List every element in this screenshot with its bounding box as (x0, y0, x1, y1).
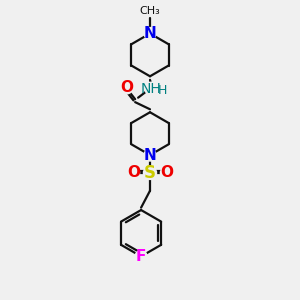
Text: N: N (144, 148, 156, 163)
Circle shape (144, 28, 156, 39)
Text: NH: NH (141, 82, 162, 96)
Text: F: F (136, 249, 146, 264)
Circle shape (128, 167, 140, 179)
Text: H: H (158, 84, 167, 97)
Circle shape (144, 149, 156, 161)
Circle shape (135, 250, 147, 262)
Text: N: N (144, 26, 156, 41)
Circle shape (121, 82, 133, 94)
Text: O: O (127, 165, 140, 180)
Text: O: O (120, 80, 133, 95)
Text: S: S (144, 164, 156, 182)
Text: CH₃: CH₃ (140, 7, 160, 16)
Circle shape (145, 82, 158, 95)
Circle shape (143, 166, 157, 179)
Circle shape (160, 167, 172, 179)
Text: O: O (160, 165, 173, 180)
